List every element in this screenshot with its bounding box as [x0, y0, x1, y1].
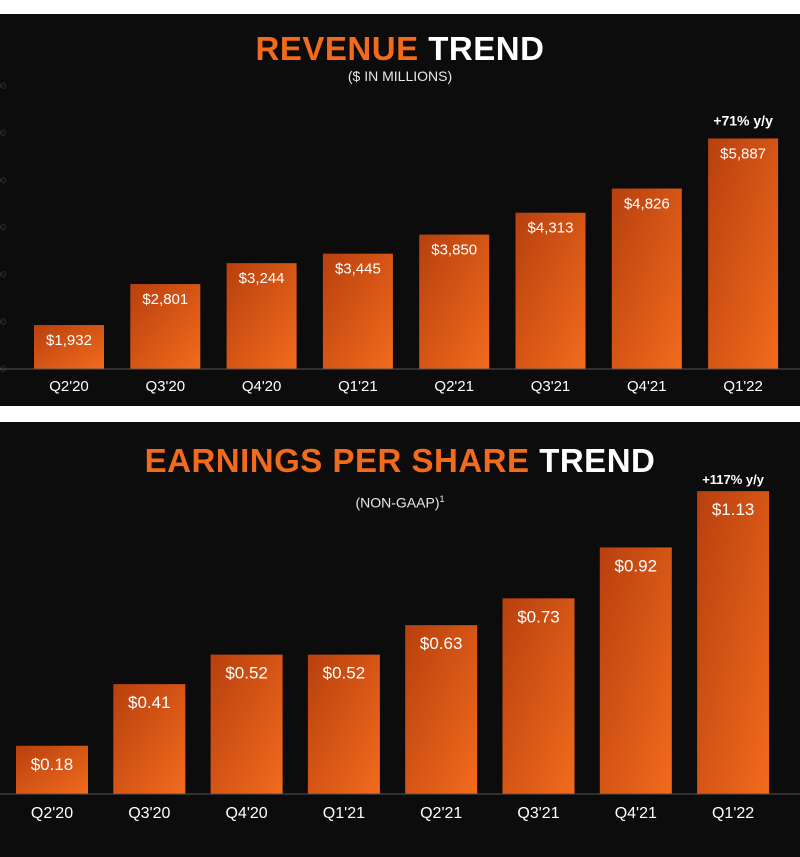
- eps-title: EARNINGS PER SHARE TREND: [0, 442, 800, 480]
- revenue-value-label-q320: $2,801: [142, 291, 188, 308]
- revenue-y-tick-2000: 2000: [0, 317, 6, 327]
- eps-subtitle: (NON-GAAP)1: [0, 494, 800, 511]
- revenue-category-label-q220: Q2'20: [49, 378, 89, 395]
- revenue-bar-q420: [226, 263, 297, 369]
- revenue-title-plain: TREND: [428, 30, 545, 67]
- revenue-bar-q122: [708, 138, 779, 369]
- revenue-y-tick-7000: 7000: [0, 81, 6, 91]
- eps-title-plain: TREND: [539, 442, 656, 479]
- revenue-value-label-q220: $1,932: [46, 332, 92, 349]
- revenue-y-tick-5000: 5000: [0, 175, 6, 185]
- eps-category-label-q321: Q3'21: [517, 805, 559, 822]
- eps-category-label-q220: Q2'20: [31, 805, 73, 822]
- revenue-value-label-q122: $5,887: [720, 145, 766, 162]
- revenue-value-label-q420: $3,244: [239, 270, 285, 287]
- eps-bar-q321: [502, 598, 575, 794]
- revenue-chart: 1000200030004000500060007000 $1,932Q2'20…: [0, 81, 800, 395]
- eps-subtitle-text: (NON-GAAP): [355, 494, 440, 511]
- revenue-value-label-q321: $4,313: [528, 220, 574, 237]
- revenue-value-label-q421: $4,826: [624, 196, 670, 213]
- eps-subtitle-footnote: 1: [439, 494, 445, 504]
- eps-value-label-q122: $1.13: [712, 500, 755, 519]
- eps-value-label-q321: $0.73: [517, 607, 560, 626]
- revenue-category-label-q421: Q4'21: [627, 378, 667, 395]
- eps-value-label-q420: $0.52: [225, 664, 268, 683]
- revenue-bar-q321: [515, 212, 586, 369]
- eps-value-label-q421: $0.92: [615, 556, 658, 575]
- revenue-y-tick-6000: 6000: [0, 128, 6, 138]
- eps-value-label-q220: $0.18: [31, 755, 74, 774]
- revenue-category-label-q420: Q4'20: [242, 378, 282, 395]
- revenue-bar-q320: [130, 284, 201, 369]
- revenue-category-label-q121: Q1'21: [338, 378, 378, 395]
- eps-growth-annotation: +117% y/y: [702, 472, 765, 487]
- revenue-category-label-q221: Q2'21: [434, 378, 474, 395]
- eps-panel: $0.18 Q2'20 $0.41 Q3'20 $0.52 Q4'20 $0.52 Q1'21…: [0, 422, 800, 857]
- eps-category-label-q221: Q2'21: [420, 805, 462, 822]
- eps-value-label-q121: $0.52: [323, 664, 366, 683]
- revenue-growth-annotation: +71% y/y: [713, 112, 773, 128]
- eps-chart: $0.18 Q2'20 $0.41 Q3'20 $0.52 Q4'20 $0.52 Q1'21…: [0, 472, 800, 822]
- eps-value-label-q320: $0.41: [128, 693, 171, 712]
- revenue-category-label-q122: Q1'22: [723, 378, 763, 395]
- eps-category-label-q121: Q1'21: [323, 805, 365, 822]
- revenue-value-label-q221: $3,850: [431, 242, 477, 259]
- eps-bar-q220: [16, 745, 88, 794]
- eps-category-label-q420: Q4'20: [225, 805, 267, 822]
- eps-bar-q421: [599, 547, 672, 794]
- revenue-bar-q121: [322, 253, 393, 369]
- eps-category-label-q122: Q1'22: [712, 805, 754, 822]
- eps-category-label-q421: Q4'21: [615, 805, 657, 822]
- revenue-category-label-q320: Q3'20: [146, 378, 186, 395]
- revenue-bar-q221: [419, 234, 490, 369]
- revenue-value-label-q121: $3,445: [335, 261, 381, 278]
- revenue-bar-q220: [34, 325, 104, 369]
- eps-value-label-q221: $0.63: [420, 634, 463, 653]
- revenue-category-label-q321: Q3'21: [531, 378, 571, 395]
- eps-title-accent: EARNINGS PER SHARE: [144, 442, 530, 479]
- eps-category-label-q320: Q3'20: [128, 805, 170, 822]
- revenue-y-tick-4000: 4000: [0, 223, 6, 233]
- eps-bar-q121: [307, 654, 380, 794]
- eps-bar-q320: [113, 684, 186, 794]
- revenue-bar-q421: [611, 188, 682, 369]
- revenue-title: REVENUE TREND: [0, 30, 800, 68]
- eps-bar-q221: [405, 625, 478, 794]
- revenue-panel: 1000200030004000500060007000 $1,932Q2'20…: [0, 14, 800, 406]
- eps-bar-q122: [697, 491, 770, 794]
- revenue-subtitle: ($ IN MILLIONS): [347, 68, 453, 84]
- revenue-title-accent: REVENUE: [255, 30, 419, 67]
- eps-bar-q420: [210, 654, 283, 794]
- revenue-y-tick-3000: 3000: [0, 270, 6, 280]
